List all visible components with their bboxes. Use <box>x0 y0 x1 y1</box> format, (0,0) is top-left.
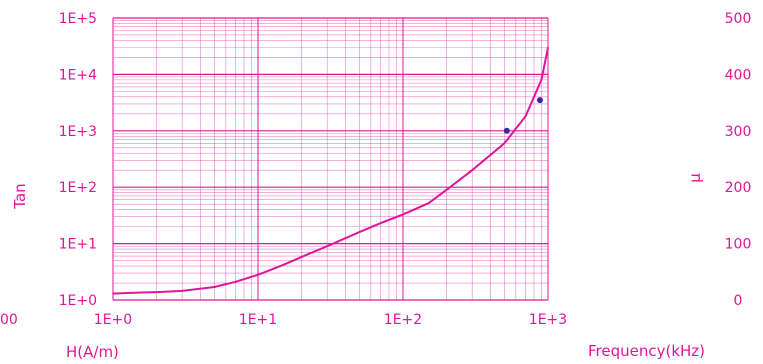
y-right-tick-label: 0 <box>734 293 743 309</box>
series-point <box>503 142 506 145</box>
data-marker <box>503 127 510 134</box>
series-point <box>402 213 404 216</box>
series-point <box>379 222 382 224</box>
series-point <box>326 245 328 247</box>
y-left-tick-label: 1E+4 <box>59 67 97 83</box>
series-point <box>547 46 549 49</box>
series-point <box>524 115 527 118</box>
series-point <box>257 273 259 276</box>
y-left-tick-label: 1E+1 <box>59 237 97 253</box>
series-point <box>445 188 448 191</box>
y-left-tick-label: 1E+2 <box>59 180 97 196</box>
y-right-tick-labels: 0 100 200 300 400 500 <box>725 11 752 309</box>
series-point <box>540 79 543 81</box>
x-tick-label: 1E+2 <box>384 312 422 328</box>
series-point <box>155 291 158 293</box>
x-tick-label: 1E+0 <box>94 312 132 328</box>
y-right-tick-label: 500 <box>725 11 752 27</box>
left-edge-label: 00 <box>0 312 18 328</box>
grid-minor <box>113 18 548 300</box>
x-tick-label: 1E+3 <box>529 312 567 328</box>
y-right-tick-label: 400 <box>725 67 752 83</box>
x2-axis-title: Frequency(kHz) <box>588 342 705 360</box>
y-right-tick-label: 100 <box>725 237 752 253</box>
y-left-axis-title: Tan <box>11 183 29 209</box>
series-point <box>137 291 140 294</box>
series-point <box>427 202 430 205</box>
y-right-axis-title: μ <box>686 173 704 183</box>
y-left-tick-label: 1E+3 <box>59 124 97 140</box>
x-tick-labels: 1E+0 1E+1 1E+2 1E+3 <box>94 312 567 328</box>
x-tick-label: 1E+1 <box>239 312 277 328</box>
data-marker <box>536 97 543 104</box>
series-point <box>112 292 114 295</box>
series-line <box>112 47 549 295</box>
y-left-tick-label: 1E+0 <box>59 293 97 309</box>
series-point <box>358 231 361 233</box>
series-point <box>471 169 473 172</box>
series-point <box>234 281 237 283</box>
series-point <box>213 286 216 288</box>
y-left-tick-label: 1E+5 <box>59 11 97 27</box>
series-point <box>300 256 303 258</box>
series-point <box>282 264 285 266</box>
y-right-tick-label: 300 <box>725 124 752 140</box>
x-axis-title: H(A/m) <box>66 343 119 361</box>
plot-series <box>112 46 549 295</box>
y-right-tick-label: 200 <box>725 180 752 196</box>
y-left-tick-labels: 1E+0 1E+1 1E+2 1E+3 1E+4 1E+5 <box>59 11 97 309</box>
series-point <box>181 290 183 292</box>
grid-major <box>112 17 549 301</box>
plot-markers <box>503 97 543 134</box>
